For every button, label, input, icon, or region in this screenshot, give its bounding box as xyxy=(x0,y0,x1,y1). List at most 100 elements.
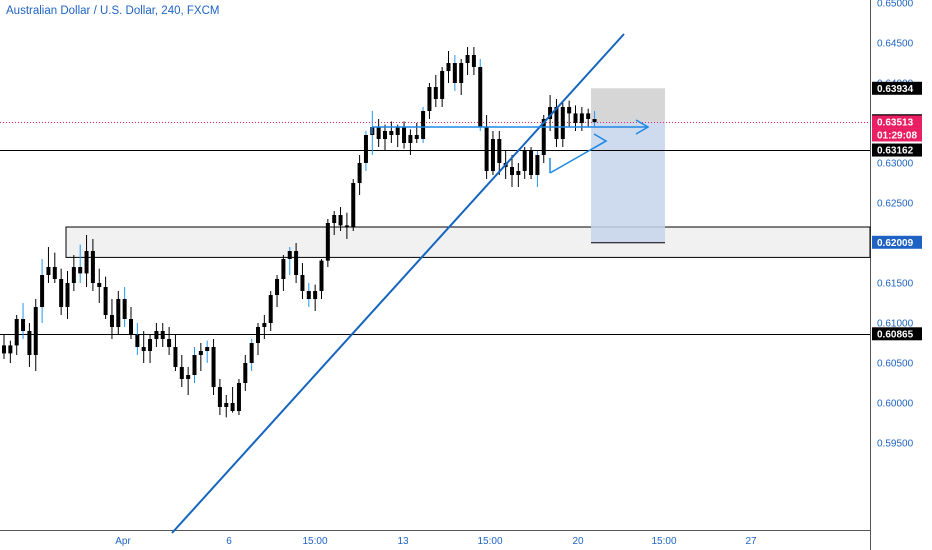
candle-body xyxy=(148,339,153,351)
candle-body xyxy=(141,347,146,351)
y-tick-label: 0.60000 xyxy=(877,399,914,410)
y-tick-label: 0.59500 xyxy=(877,439,914,450)
candle-body xyxy=(40,275,45,307)
candle-body xyxy=(490,139,495,171)
candle-body xyxy=(27,331,32,355)
candle-body xyxy=(497,139,502,163)
candle-body xyxy=(160,331,165,339)
candle-body xyxy=(433,87,438,99)
candle-body xyxy=(421,111,426,139)
candle-body xyxy=(287,251,292,259)
x-tick-label: 6 xyxy=(226,536,232,547)
candle-body xyxy=(306,291,311,299)
candle-body xyxy=(427,87,432,111)
candle-body xyxy=(205,347,210,351)
candle-body xyxy=(224,403,229,407)
candle-body xyxy=(154,331,159,339)
candle-body xyxy=(389,131,394,135)
price-tag xyxy=(872,81,922,95)
candle-body xyxy=(173,347,178,367)
candle-body xyxy=(332,215,337,223)
candle-body xyxy=(8,345,13,354)
candle-body xyxy=(14,319,19,346)
candle-body xyxy=(395,127,400,135)
candle-body xyxy=(325,223,330,261)
candle-body xyxy=(522,151,527,171)
candle-body xyxy=(579,113,584,123)
price-tag-label: 0.62009 xyxy=(877,238,914,249)
candle-body xyxy=(471,55,476,67)
candle-body xyxy=(567,107,572,114)
price-tag-label: 01:29:08 xyxy=(877,130,917,141)
candle-body xyxy=(243,363,248,383)
price-tag xyxy=(872,235,922,249)
x-tick-label: 15:00 xyxy=(477,536,502,547)
y-tick-label: 0.65000 xyxy=(877,0,914,10)
y-tick-label: 0.64500 xyxy=(877,39,914,50)
candle-body xyxy=(452,63,457,83)
price-tag xyxy=(872,115,922,129)
candle-body xyxy=(357,163,362,183)
candle-body xyxy=(78,267,83,274)
candle-body xyxy=(256,327,260,343)
x-tick-label: 27 xyxy=(745,536,757,547)
y-tick-label: 0.60500 xyxy=(877,359,914,370)
x-tick-label: 15:00 xyxy=(651,536,676,547)
candle-body xyxy=(116,299,121,327)
candle-body xyxy=(249,343,254,363)
candle-body xyxy=(135,335,140,347)
candle-body xyxy=(573,113,578,123)
candle-body xyxy=(383,131,387,139)
candle-body xyxy=(313,291,318,299)
y-tick-label: 0.61500 xyxy=(877,279,914,290)
candle-body xyxy=(459,63,464,83)
price-tag xyxy=(872,128,922,142)
price-tag-label: 0.63934 xyxy=(877,84,914,95)
x-tick-label: 20 xyxy=(572,536,584,547)
candle-body xyxy=(560,107,565,139)
y-tick-label: 0.62500 xyxy=(877,199,914,210)
candle-body xyxy=(90,251,95,283)
candle-body xyxy=(319,260,324,291)
candle-body xyxy=(554,107,559,139)
price-tag-label: 0.60865 xyxy=(877,329,914,340)
candle-body xyxy=(97,283,102,287)
candle-body xyxy=(198,351,203,355)
ascending-trendline[interactable] xyxy=(171,33,625,534)
candle-body xyxy=(408,135,413,143)
candle-body xyxy=(510,167,514,175)
candle-body xyxy=(402,127,407,143)
candle-body xyxy=(21,319,26,331)
candle-body xyxy=(230,403,235,411)
candle-body xyxy=(211,347,216,387)
candle-body xyxy=(548,107,553,119)
candle-body xyxy=(535,155,540,175)
candle-body xyxy=(446,63,451,71)
candle-body xyxy=(338,215,343,226)
candle-body xyxy=(103,287,108,315)
candle-body xyxy=(541,119,546,155)
stop-loss-zone[interactable] xyxy=(591,88,665,122)
candle-body xyxy=(109,315,114,327)
support-zone[interactable] xyxy=(65,226,871,258)
plot-area[interactable] xyxy=(0,0,870,530)
candle-body xyxy=(351,183,356,227)
candle-body xyxy=(592,119,597,123)
price-tag-label: 0.63513 xyxy=(877,117,914,128)
profit-target-zone[interactable] xyxy=(591,121,665,243)
candle-body xyxy=(217,387,222,407)
candle-body xyxy=(2,345,6,354)
candle-body xyxy=(363,135,368,163)
candle-body xyxy=(33,307,38,355)
candle-body xyxy=(281,259,286,279)
candle-body xyxy=(179,367,184,379)
candle-body xyxy=(478,67,483,127)
candle-body xyxy=(46,267,51,275)
chart-title: Australian Dollar / U.S. Dollar, 240, FX… xyxy=(6,5,220,17)
price-tag xyxy=(872,327,922,341)
x-tick-label: 13 xyxy=(397,536,409,547)
price-tag xyxy=(872,143,922,157)
candle-body xyxy=(262,323,267,327)
